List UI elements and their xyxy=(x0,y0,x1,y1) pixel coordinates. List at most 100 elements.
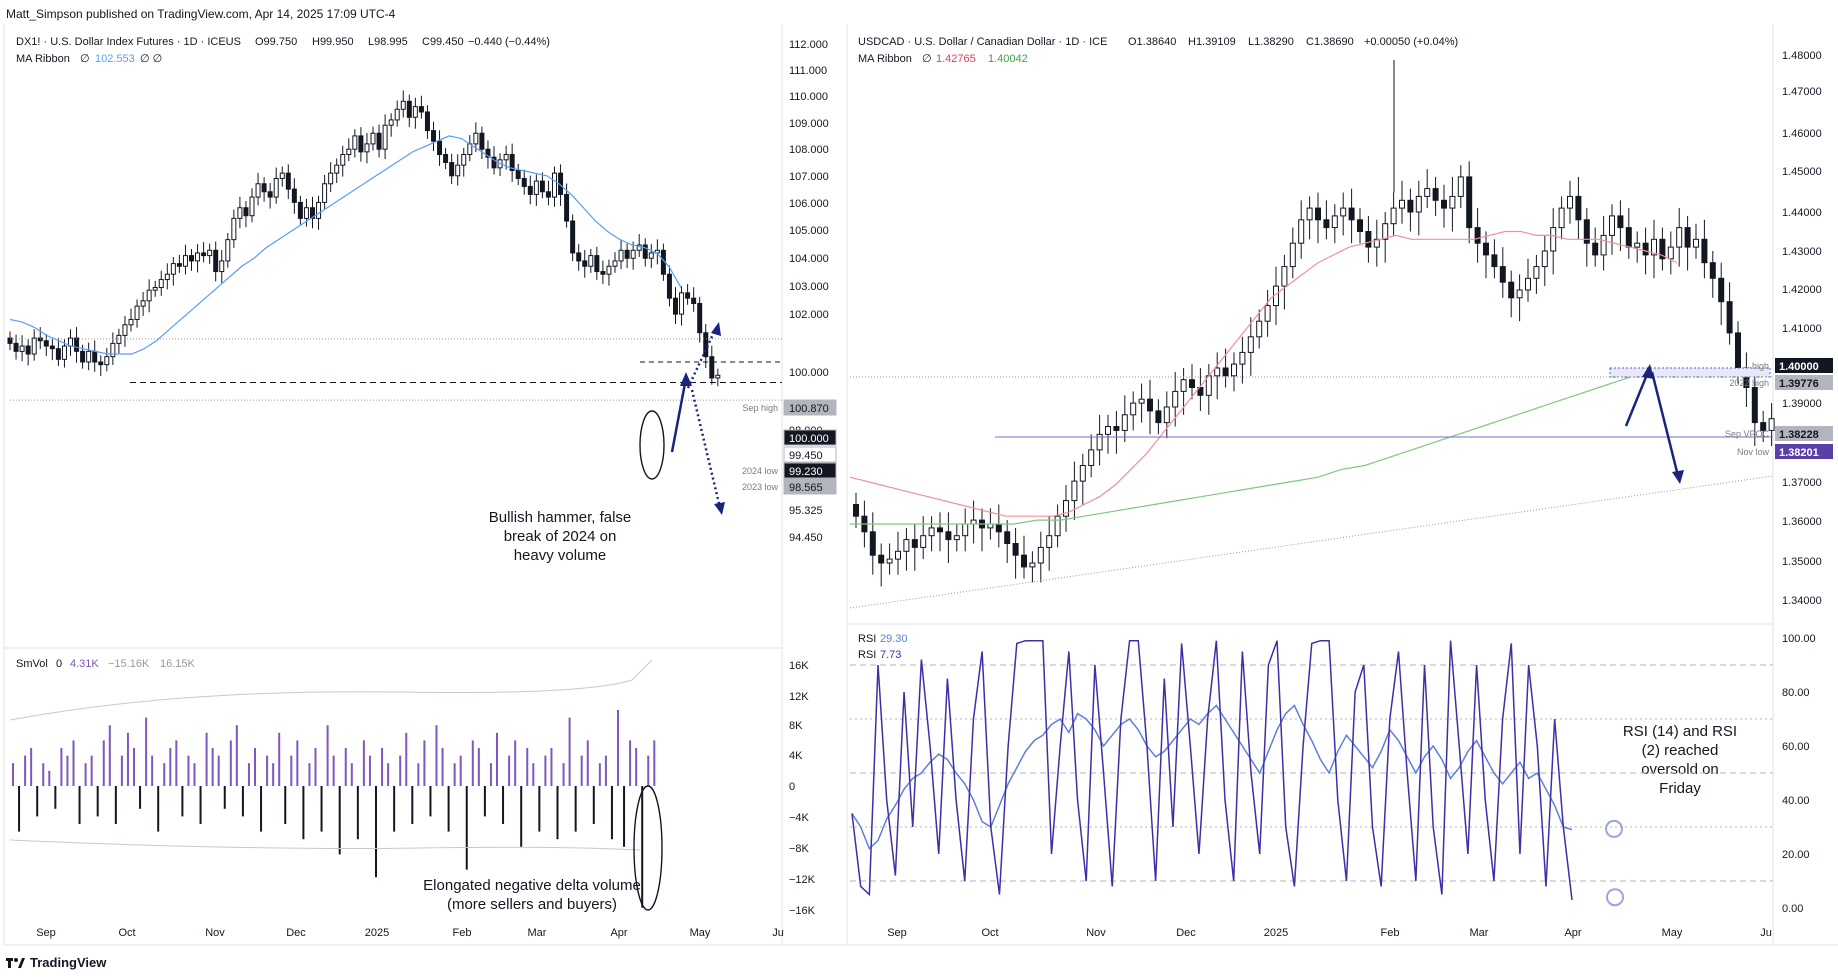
dxy-dotted-down-arrow-head xyxy=(714,502,725,515)
dxy-candle-body xyxy=(376,132,382,150)
volume-bar xyxy=(344,748,347,786)
usdcad-candle-body xyxy=(1222,367,1229,377)
usdcad-candle-body xyxy=(1004,531,1011,544)
usdcad-candle-body xyxy=(1625,227,1632,248)
volume-bar xyxy=(272,763,275,786)
usdcad-candle-body xyxy=(1432,188,1439,201)
volume-bar xyxy=(508,755,511,786)
volume-bar xyxy=(90,755,93,786)
volume-bar xyxy=(629,740,632,786)
dxy-candle-body xyxy=(231,217,237,241)
volume-bar xyxy=(139,786,142,809)
usdcad-x-tick: Nov xyxy=(1086,927,1106,939)
usdcad-candle-body xyxy=(1105,426,1111,435)
usdcad-price-label-value: 1.40000 xyxy=(1779,361,1819,373)
volume-bar xyxy=(574,786,577,832)
volume-bar xyxy=(562,763,565,786)
usdcad-candle-body xyxy=(1474,227,1481,244)
dxy-candle-body xyxy=(437,140,443,156)
usdcad-candle-body xyxy=(1264,305,1271,322)
volume-bar xyxy=(338,786,341,855)
volume-bar xyxy=(302,786,305,840)
dxy-candle-body xyxy=(261,183,267,193)
dxy-price-label-value: 98.565 xyxy=(789,482,823,494)
volume-bar xyxy=(260,786,263,832)
usdcad-y-tick: 1.41000 xyxy=(1782,323,1822,335)
usdcad-price-label-box xyxy=(1775,444,1833,459)
usdcad-candle-body xyxy=(1012,543,1019,556)
volume-bar xyxy=(223,786,226,809)
dxy-y-tick: 102.000 xyxy=(789,309,829,321)
dxy-candle-body xyxy=(582,260,588,267)
dxy-price-label-box xyxy=(783,399,837,416)
rsi14-legend-value: 29.30 xyxy=(880,633,908,645)
usdcad-candle-body xyxy=(1306,207,1313,221)
usdcad-y-tick: 1.45000 xyxy=(1782,166,1822,178)
volume-bar xyxy=(653,740,656,786)
volume-bar xyxy=(465,786,468,870)
volume-bar xyxy=(604,755,607,786)
usdcad-candle-body xyxy=(1407,199,1414,213)
dxy-candle-body xyxy=(273,177,279,198)
volume-bar xyxy=(362,740,365,786)
usdcad-up-arrow xyxy=(1624,371,1650,427)
dxy-candle-body xyxy=(43,340,49,347)
dxy-candle-body xyxy=(588,255,594,267)
volume-bar xyxy=(72,740,75,786)
rsi-y-tick: 60.00 xyxy=(1782,741,1810,753)
dxy-candle-body xyxy=(128,318,134,326)
dxy-candle-body xyxy=(624,249,630,259)
dxy-candle-body xyxy=(636,244,642,251)
dxy-candle-body xyxy=(509,154,515,171)
usdcad-candle-body xyxy=(1609,215,1615,236)
volume-bar xyxy=(496,732,498,786)
dxy-candle-body xyxy=(364,143,370,153)
usdcad-candle-body xyxy=(1558,207,1565,229)
dxy-candle-body xyxy=(207,249,213,257)
rsi14-legend-label: RSI xyxy=(858,633,876,645)
dxy-legend-change: −0.440 (−0.44%) xyxy=(468,36,550,48)
volume-bar xyxy=(163,763,166,786)
usdcad-candle-body xyxy=(1659,238,1666,260)
usdcad-y-tick: 1.43000 xyxy=(1782,246,1822,258)
usdcad-candle-body xyxy=(1298,219,1305,244)
volume-bar xyxy=(326,725,329,786)
usdcad-ma-value2: 1.40042 xyxy=(988,53,1028,65)
dxy-candle-body xyxy=(545,191,551,198)
usdcad-price-label-box xyxy=(1775,426,1833,441)
dxy-candle-body xyxy=(431,130,436,142)
volume-bar xyxy=(550,748,553,786)
usdcad-candle-body xyxy=(1760,422,1767,431)
rsi2-legend-value: 7.73 xyxy=(880,649,901,661)
dxy-ma-tail: ∅ ∅ xyxy=(140,53,162,65)
dxy-candle-body xyxy=(533,180,539,195)
dxy-x-tick: Oct xyxy=(118,927,135,939)
usdcad-candle-body xyxy=(1382,223,1389,240)
usdcad-candle-body xyxy=(1071,480,1078,502)
dxy-price-label-box xyxy=(783,462,837,479)
volume-bar xyxy=(314,748,317,786)
usdcad-x-tick: Mar xyxy=(1470,927,1489,939)
volume-bar xyxy=(598,763,601,786)
dxy-x-tick: Feb xyxy=(453,927,472,939)
dxy-y-tick: 111.000 xyxy=(789,65,827,77)
usdcad-candle-body xyxy=(1096,433,1103,451)
dxy-candle-body xyxy=(182,255,188,267)
dxy-price-label-value: 99.450 xyxy=(789,450,823,462)
usdcad-candle-body xyxy=(1197,387,1204,396)
usdcad-candle-body xyxy=(1088,449,1095,466)
usdcad-candle-body xyxy=(853,504,859,517)
usdcad-candle-body xyxy=(869,531,876,556)
volume-bar xyxy=(393,786,396,832)
dxy-candle-body xyxy=(146,289,152,302)
usdcad-candle-body xyxy=(1575,195,1582,221)
vol-y-tick: −8K xyxy=(789,843,810,855)
volume-bar xyxy=(592,786,595,824)
dxy-dotted-down-arrow xyxy=(690,389,722,509)
dxy-candle-body xyxy=(455,164,461,177)
usdcad-candle-body xyxy=(895,550,901,560)
volume-bar xyxy=(429,786,432,817)
dxy-candle-body xyxy=(322,183,328,203)
usdcad-candle-body xyxy=(1214,367,1221,377)
